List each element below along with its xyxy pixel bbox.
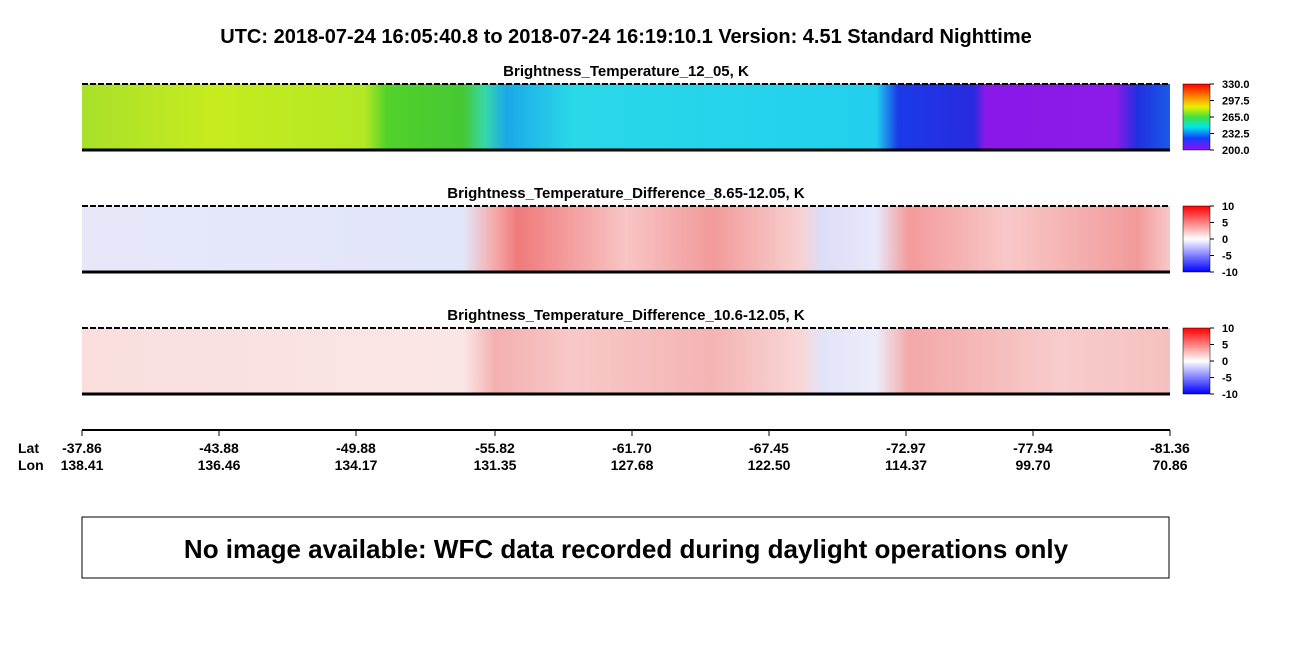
colorbar-label: -5 (1222, 373, 1232, 385)
lat-value: -43.88 (199, 440, 239, 456)
colorbar-label: 10 (1222, 323, 1234, 335)
lon-value: 127.68 (611, 457, 654, 473)
lon-label: Lon (18, 457, 44, 473)
lon-value: 122.50 (748, 457, 791, 473)
colorbar-label: -10 (1222, 267, 1238, 279)
colorbar (1182, 327, 1211, 395)
colorbar-label: 10 (1222, 201, 1234, 213)
lon-value: 136.46 (198, 457, 241, 473)
message: No image available: WFC data recorded du… (184, 534, 1069, 564)
panel-title: Brightness_Temperature_Difference_10.6-1… (447, 307, 805, 324)
lon-value: 114.37 (885, 457, 927, 473)
colorbar (1182, 205, 1211, 273)
colorbar-label: 297.5 (1222, 96, 1250, 108)
lat-value: -81.36 (1150, 440, 1190, 456)
message-box (81, 516, 1170, 579)
lon-value: 138.41 (61, 457, 104, 473)
colorbar-label: 200.0 (1222, 145, 1250, 157)
panel-image (82, 84, 1170, 150)
lat-value: -77.94 (1013, 440, 1053, 456)
colorbar-label: 0 (1222, 356, 1228, 368)
colorbar-label: 0 (1222, 234, 1228, 246)
panel-image (82, 206, 1170, 272)
lon-value: 99.70 (1015, 457, 1050, 473)
colorbar-label: 330.0 (1222, 79, 1250, 91)
lon-value: 70.86 (1152, 457, 1187, 473)
panel-title: Brightness_Temperature_12_05, K (503, 63, 749, 80)
panel-title: Brightness_Temperature_Difference_8.65-1… (447, 185, 805, 202)
colorbar (1182, 83, 1211, 151)
lat-value: -55.82 (475, 440, 515, 456)
colorbar-label: 5 (1222, 218, 1228, 230)
lat-label: Lat (18, 440, 39, 456)
colorbar-label: -5 (1222, 251, 1232, 263)
colorbar-label: 265.0 (1222, 112, 1250, 124)
colorbar-label: 232.5 (1222, 129, 1250, 141)
colorbar-label: 5 (1222, 340, 1228, 352)
lon-value: 134.17 (335, 457, 378, 473)
colorbar-label: -10 (1222, 389, 1238, 401)
lon-value: 131.35 (474, 457, 517, 473)
lat-value: -61.70 (612, 440, 652, 456)
panel-image (82, 328, 1170, 394)
lat-value: -37.86 (62, 440, 102, 456)
lat-value: -67.45 (749, 440, 789, 456)
lat-value: -72.97 (886, 440, 926, 456)
page-title: UTC: 2018-07-24 16:05:40.8 to 2018-07-24… (220, 26, 1031, 48)
lat-value: -49.88 (336, 440, 376, 456)
